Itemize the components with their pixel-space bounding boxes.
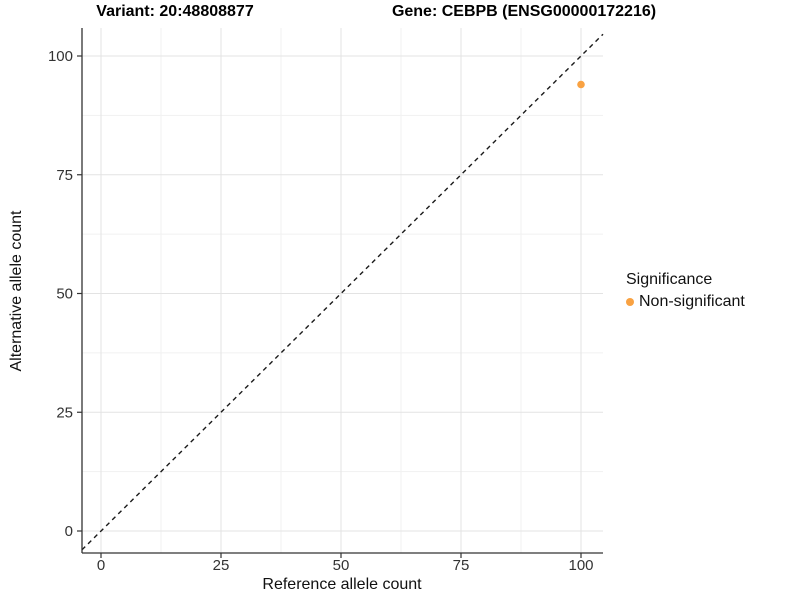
y-tick-label: 0 — [65, 523, 73, 540]
identity-line — [81, 33, 604, 551]
data-point — [577, 80, 585, 89]
legend: Significance Non-significant — [626, 271, 745, 311]
y-tick-label: 75 — [56, 167, 73, 184]
legend-point-icon — [626, 298, 634, 306]
x-tick-label: 25 — [213, 557, 230, 574]
x-tick-label: 50 — [333, 557, 350, 574]
y-tick-label: 50 — [56, 286, 73, 303]
x-tick-label: 0 — [97, 557, 105, 574]
legend-title: Significance — [626, 271, 713, 288]
gene-title: Gene: CEBPB (ENSG00000172216) — [391, 3, 657, 20]
x-axis-title: Reference allele count — [262, 576, 422, 593]
legend-item: Non-significant — [626, 293, 745, 311]
x-tick-label: 75 — [453, 557, 470, 574]
variant-title: Variant: 20:48808877 — [96, 3, 254, 20]
y-tick-label: 25 — [56, 404, 73, 421]
y-tick-label: 100 — [48, 48, 73, 65]
y-axis-title: Alternative allele count — [8, 210, 25, 372]
x-tick-label: 100 — [568, 557, 593, 574]
legend-item-label: Non-significant — [639, 293, 745, 310]
